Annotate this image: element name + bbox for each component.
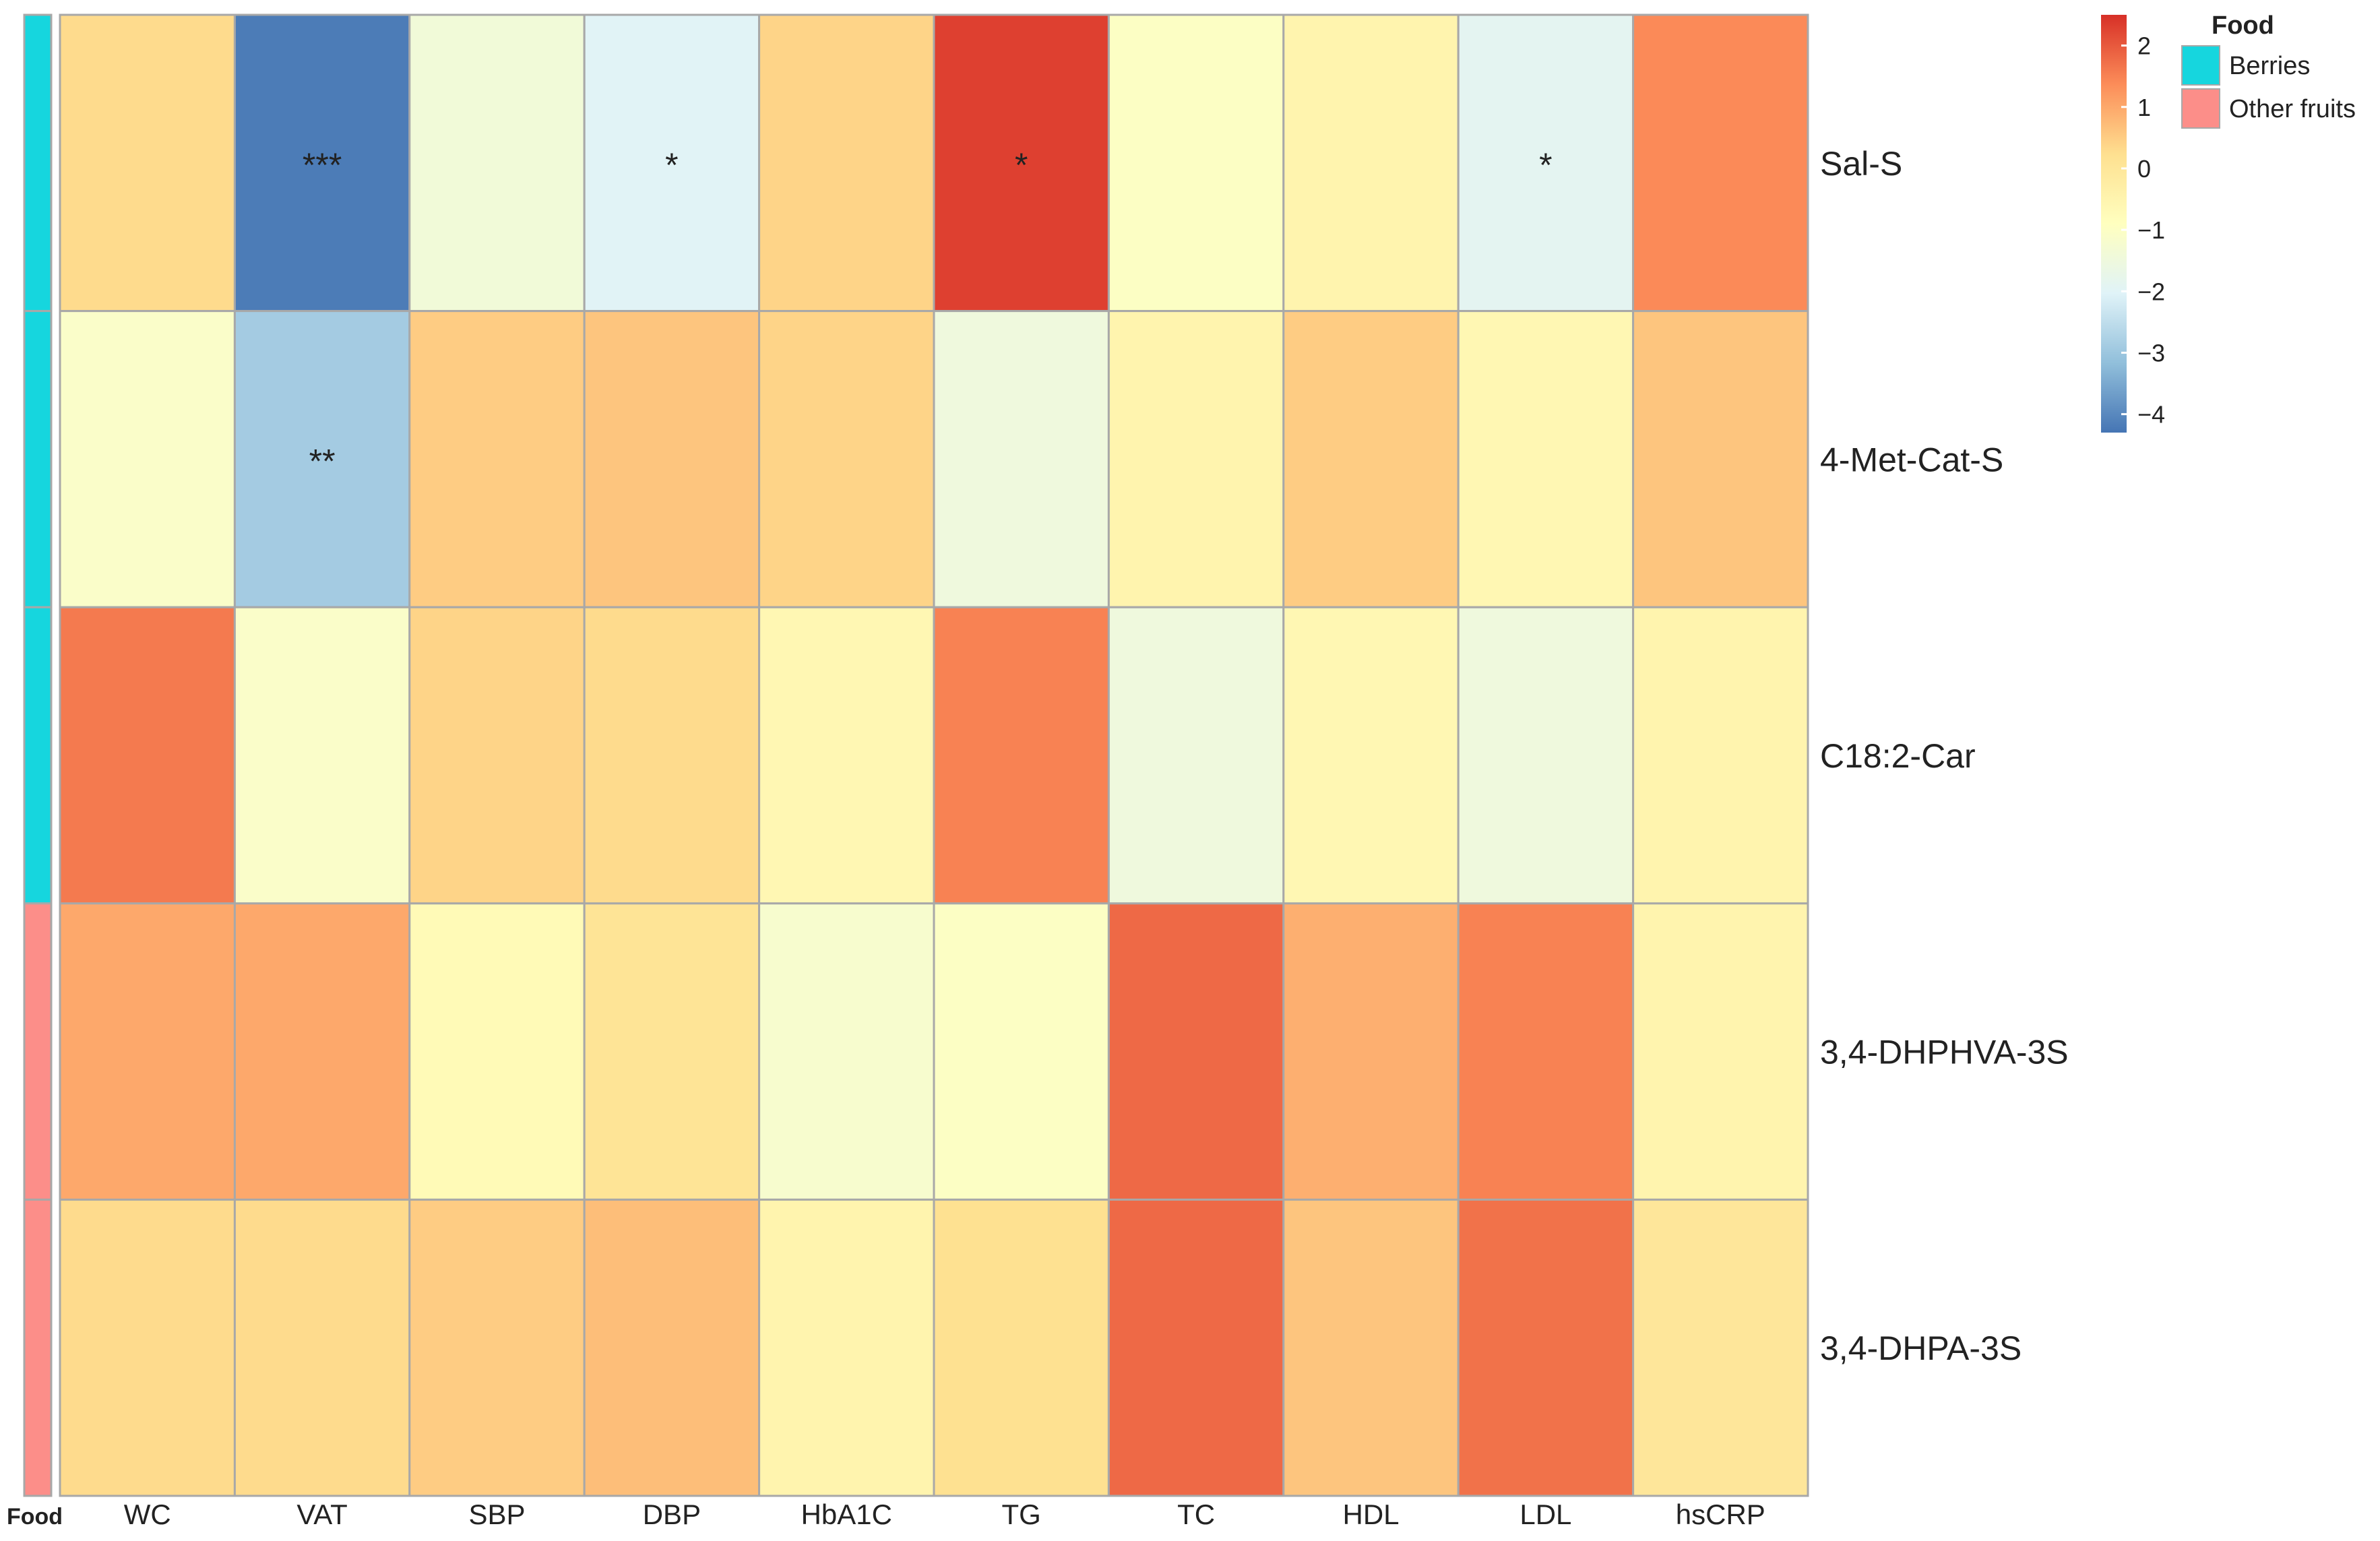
heatmap-cell-C18:2-Car-WC bbox=[59, 606, 236, 905]
heatmap-cell-Sal-S-DBP bbox=[583, 13, 761, 313]
legend-label: Other fruits bbox=[2229, 95, 2356, 123]
column-label: TG bbox=[1002, 1499, 1041, 1530]
row-label: Sal-S bbox=[1820, 145, 1902, 183]
column-label: VAT bbox=[296, 1499, 347, 1530]
heatmap-cell-3,4-DHPA-3S-HbA1C bbox=[758, 1198, 935, 1497]
row-label: C18:2-Car bbox=[1820, 737, 1976, 775]
heatmap-cell-C18:2-Car-SBP bbox=[408, 606, 586, 905]
heatmap-cell-3,4-DHPHVA-3S-DBP bbox=[583, 902, 761, 1201]
column-label: HbA1C bbox=[801, 1499, 892, 1530]
annotation-cell bbox=[23, 1198, 53, 1497]
significance-markers: *** * * *** bbox=[303, 146, 1553, 480]
heatmap-cell-C18:2-Car-LDL bbox=[1457, 606, 1635, 905]
row-label: 4-Met-Cat-S bbox=[1820, 441, 2003, 478]
heatmap-cell-3,4-DHPA-3S-TC bbox=[1107, 1198, 1285, 1497]
heatmap-cell-3,4-DHPA-3S-TG bbox=[933, 1198, 1110, 1497]
heatmap-cell-3,4-DHPHVA-3S-SBP bbox=[408, 902, 586, 1201]
heatmap-cell-Sal-S-hsCRP bbox=[1632, 13, 1809, 313]
heatmap-cell-C18:2-Car-HDL bbox=[1282, 606, 1460, 905]
heatmap-cell-3,4-DHPA-3S-VAT bbox=[233, 1198, 411, 1497]
colorbar-tick-label: −3 bbox=[2137, 339, 2165, 367]
colorbar-tick-label: −1 bbox=[2137, 216, 2165, 244]
colorbar-legend: 2 1 0 −1 −2 −3 −4 bbox=[2101, 15, 2165, 433]
heatmap-cell-3,4-DHPA-3S-hsCRP bbox=[1632, 1198, 1809, 1497]
heatmap-cell-C18:2-Car-HbA1C bbox=[758, 606, 935, 905]
colorbar-gradient bbox=[2101, 15, 2127, 433]
row-labels: Sal-S 4-Met-Cat-S C18:2-Car 3,4-DHPHVA-3S 3,… bbox=[1820, 145, 2069, 1367]
column-label: WC bbox=[124, 1499, 171, 1530]
significance-marker: * bbox=[1015, 146, 1028, 184]
colorbar-tick-label: 1 bbox=[2137, 94, 2151, 121]
heatmap-cell-3,4-DHPHVA-3S-HbA1C bbox=[758, 902, 935, 1201]
colorbar-tick-label: −4 bbox=[2137, 401, 2165, 429]
heatmap-cell-3,4-DHPHVA-3S-TC bbox=[1107, 902, 1285, 1201]
heatmap-cell-Sal-S-LDL bbox=[1457, 13, 1635, 313]
heatmap-cell-3,4-DHPA-3S-WC bbox=[59, 1198, 236, 1497]
column-label: hsCRP bbox=[1676, 1499, 1765, 1530]
significance-marker: *** bbox=[303, 146, 342, 184]
heatmap-cell-3,4-DHPHVA-3S-WC bbox=[59, 902, 236, 1201]
heatmap-cell-3,4-DHPA-3S-DBP bbox=[583, 1198, 761, 1497]
column-label: HDL bbox=[1342, 1499, 1399, 1530]
column-label: LDL bbox=[1520, 1499, 1571, 1530]
food-legend: Food Berries Other fruits bbox=[2181, 11, 2356, 129]
heatmap-cell-3,4-DHPHVA-3S-HDL bbox=[1282, 902, 1460, 1201]
heatmap-cells bbox=[59, 13, 1809, 1497]
heatmap-cell-3,4-DHPHVA-3S-hsCRP bbox=[1632, 902, 1809, 1201]
heatmap-cell-Sal-S-VAT bbox=[233, 13, 411, 313]
heatmap-cell-4-Met-Cat-S-HbA1C bbox=[758, 310, 935, 608]
legend-label: Berries bbox=[2229, 52, 2310, 80]
heatmap-cell-4-Met-Cat-S-LDL bbox=[1457, 310, 1635, 608]
heatmap-cell-4-Met-Cat-S-DBP bbox=[583, 310, 761, 608]
legend-title: Food bbox=[2212, 11, 2274, 40]
heatmap-cell-4-Met-Cat-S-TC bbox=[1107, 310, 1285, 608]
colorbar-tick-label: 2 bbox=[2137, 32, 2151, 60]
heatmap-cell-3,4-DHPHVA-3S-TG bbox=[933, 902, 1110, 1201]
column-label: TC bbox=[1177, 1499, 1215, 1530]
column-labels: WC VAT SBP DBP HbA1C TG TC HDL LDL hsCRP bbox=[124, 1499, 1765, 1530]
legend-swatch bbox=[2181, 45, 2220, 86]
column-label: DBP bbox=[643, 1499, 701, 1530]
row-label: 3,4-DHPA-3S bbox=[1820, 1329, 2022, 1367]
row-annotation-strip bbox=[23, 13, 53, 1497]
annotation-axis-label: Food bbox=[7, 1504, 63, 1530]
legend-swatch bbox=[2181, 88, 2220, 129]
annotation-cell bbox=[23, 902, 53, 1201]
significance-marker: ** bbox=[309, 442, 336, 480]
annotation-cell bbox=[23, 13, 53, 313]
heatmap-cell-C18:2-Car-TG bbox=[933, 606, 1110, 905]
heatmap-cell-Sal-S-TG bbox=[933, 13, 1110, 313]
significance-marker: * bbox=[665, 146, 678, 184]
heatmap-cell-3,4-DHPA-3S-HDL bbox=[1282, 1198, 1460, 1497]
heatmap-cell-C18:2-Car-TC bbox=[1107, 606, 1285, 905]
heatmap-cell-4-Met-Cat-S-WC bbox=[59, 310, 236, 608]
row-label: 3,4-DHPHVA-3S bbox=[1820, 1034, 2069, 1071]
heatmap-cell-Sal-S-WC bbox=[59, 13, 236, 313]
heatmap-cell-C18:2-Car-hsCRP bbox=[1632, 606, 1809, 905]
heatmap-cell-C18:2-Car-VAT bbox=[233, 606, 411, 905]
heatmap-cell-Sal-S-HbA1C bbox=[758, 13, 935, 313]
heatmap-cell-3,4-DHPA-3S-LDL bbox=[1457, 1198, 1635, 1497]
heatmap-cell-4-Met-Cat-S-VAT bbox=[233, 310, 411, 608]
annotation-cell bbox=[23, 606, 53, 905]
heatmap-cell-3,4-DHPHVA-3S-LDL bbox=[1457, 902, 1635, 1201]
colorbar-tick-label: −2 bbox=[2137, 278, 2165, 305]
column-label: SBP bbox=[468, 1499, 525, 1530]
heatmap-cell-4-Met-Cat-S-hsCRP bbox=[1632, 310, 1809, 608]
heatmap-cell-3,4-DHPA-3S-SBP bbox=[408, 1198, 586, 1497]
significance-marker: * bbox=[1539, 146, 1552, 184]
heatmap-cell-4-Met-Cat-S-SBP bbox=[408, 310, 586, 608]
heatmap-cell-C18:2-Car-DBP bbox=[583, 606, 761, 905]
heatmap-cell-4-Met-Cat-S-HDL bbox=[1282, 310, 1460, 608]
heatmap-cell-Sal-S-TC bbox=[1107, 13, 1285, 313]
heatmap-cell-Sal-S-HDL bbox=[1282, 13, 1460, 313]
heatmap-cell-3,4-DHPHVA-3S-VAT bbox=[233, 902, 411, 1201]
heatmap-cell-Sal-S-SBP bbox=[408, 13, 586, 313]
colorbar-tick-label: 0 bbox=[2137, 155, 2151, 183]
heatmap-cell-4-Met-Cat-S-TG bbox=[933, 310, 1110, 608]
annotation-cell bbox=[23, 310, 53, 608]
